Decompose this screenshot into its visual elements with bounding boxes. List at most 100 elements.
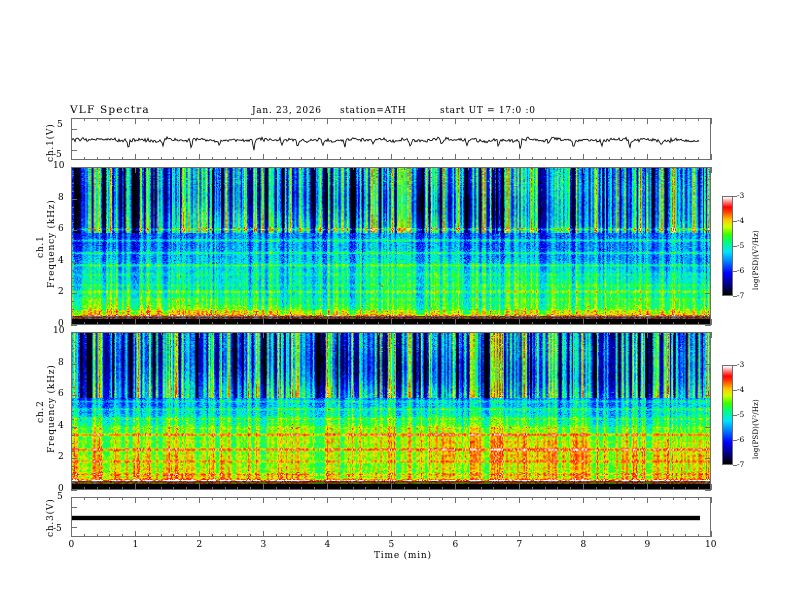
time-minor-tick-bottom	[173, 157, 175, 160]
time-minor-tick	[365, 118, 367, 121]
time-minor-tick	[570, 497, 572, 500]
time-minor-tick-bottom	[237, 157, 239, 160]
time-minor-tick	[583, 167, 584, 170]
cbar-tick-mark	[733, 365, 737, 366]
ch3-ytick-neg: -5	[53, 524, 62, 534]
ch3-ytick-pos: 5	[57, 492, 63, 502]
time-minor-tick	[288, 332, 290, 335]
time-minor-tick	[83, 332, 85, 335]
time-minor-tick-bottom	[608, 487, 610, 490]
time-minor-tick	[199, 332, 200, 335]
frequency-tick-label: 4	[58, 420, 64, 431]
time-tick-mark	[391, 497, 392, 503]
time-minor-tick-bottom	[685, 157, 687, 160]
time-minor-tick	[531, 167, 533, 170]
time-minor-tick-bottom	[314, 322, 316, 325]
time-tick-mark	[583, 332, 584, 338]
frequency-minor-tick	[71, 347, 74, 349]
time-minor-tick	[314, 332, 316, 335]
time-minor-tick	[595, 332, 597, 335]
time-minor-tick	[455, 497, 456, 500]
frequency-tick-label: 10	[53, 161, 65, 171]
frequency-minor-tick	[71, 395, 74, 397]
frequency-minor-tick	[71, 182, 74, 184]
frequency-tick-mark-right	[705, 395, 711, 397]
frequency-minor-tick	[71, 301, 74, 303]
time-minor-tick	[109, 167, 111, 170]
time-minor-tick	[659, 118, 661, 121]
time-minor-tick-bottom	[416, 322, 418, 325]
time-minor-tick-bottom	[327, 487, 328, 490]
time-minor-tick-bottom	[352, 322, 354, 325]
time-tick-mark	[519, 497, 520, 503]
time-minor-tick-bottom	[506, 322, 508, 325]
time-minor-tick-bottom	[301, 322, 303, 325]
time-minor-tick-bottom	[467, 487, 469, 490]
time-minor-tick	[122, 118, 124, 121]
frequency-tick-mark-right	[705, 167, 711, 168]
time-minor-tick-bottom	[109, 322, 111, 325]
frequency-tick-label: 4	[58, 255, 64, 266]
time-minor-tick	[570, 167, 572, 170]
time-minor-tick-bottom	[109, 487, 111, 490]
time-minor-tick	[339, 497, 341, 500]
cbar-tick-mark	[733, 271, 737, 272]
time-minor-tick-bottom	[211, 534, 213, 537]
frequency-tick-mark-right	[705, 261, 711, 263]
time-minor-tick-bottom	[339, 322, 341, 325]
time-minor-tick-bottom	[608, 534, 610, 537]
frequency-minor-tick	[71, 238, 74, 240]
frequency-minor-tick	[71, 317, 74, 319]
time-minor-tick	[647, 332, 648, 335]
frequency-minor-tick	[71, 339, 74, 341]
time-minor-tick-bottom	[224, 487, 226, 490]
time-minor-tick-bottom	[672, 534, 674, 537]
time-minor-tick	[263, 118, 264, 121]
time-minor-tick-bottom	[519, 487, 520, 490]
time-minor-tick	[570, 118, 572, 121]
frequency-minor-tick	[71, 474, 74, 476]
time-minor-tick-bottom	[595, 322, 597, 325]
time-tick-label: 8	[580, 540, 587, 550]
frequency-tick-mark-right	[705, 426, 711, 428]
ch1-spectrogram-axis-label: ch.1	[36, 235, 46, 258]
time-minor-tick-bottom	[442, 487, 444, 490]
ch1-ytick-neg: -5	[53, 150, 62, 160]
time-minor-tick-bottom	[263, 487, 264, 490]
time-minor-tick-bottom	[250, 157, 252, 160]
ch2-spectrogram-axis-label: ch.2	[36, 400, 46, 423]
time-minor-tick-bottom	[506, 534, 508, 537]
time-minor-tick	[301, 167, 303, 170]
time-minor-tick	[96, 332, 98, 335]
time-minor-tick	[544, 497, 546, 500]
time-minor-tick	[96, 118, 98, 121]
cbar-tick-mark	[733, 246, 737, 247]
frequency-tick-mark-right	[705, 363, 711, 365]
time-minor-tick-bottom	[237, 487, 239, 490]
cbar-tick-label: -7	[737, 291, 745, 300]
time-minor-tick	[211, 118, 213, 121]
time-minor-tick-bottom	[570, 534, 572, 537]
time-minor-tick	[595, 167, 597, 170]
time-minor-tick-bottom	[429, 534, 431, 537]
time-minor-tick-bottom	[698, 322, 700, 325]
frequency-tick-mark	[71, 363, 77, 365]
time-minor-tick	[685, 497, 687, 500]
time-minor-tick	[352, 167, 354, 170]
time-minor-tick-bottom	[301, 534, 303, 537]
time-minor-tick	[339, 332, 341, 335]
time-minor-tick	[621, 167, 623, 170]
time-minor-tick-bottom	[634, 322, 636, 325]
time-minor-tick-bottom	[186, 534, 188, 537]
time-minor-tick	[711, 332, 712, 335]
frequency-minor-tick	[71, 434, 74, 436]
time-minor-tick	[109, 497, 111, 500]
time-minor-tick-bottom	[570, 487, 572, 490]
frequency-tick-mark	[71, 325, 77, 326]
time-minor-tick	[519, 118, 520, 121]
time-minor-tick-bottom	[339, 534, 341, 537]
time-minor-tick-bottom	[531, 487, 533, 490]
time-tick-mark	[647, 332, 648, 338]
time-minor-tick	[109, 118, 111, 121]
time-tick-mark	[263, 332, 264, 338]
